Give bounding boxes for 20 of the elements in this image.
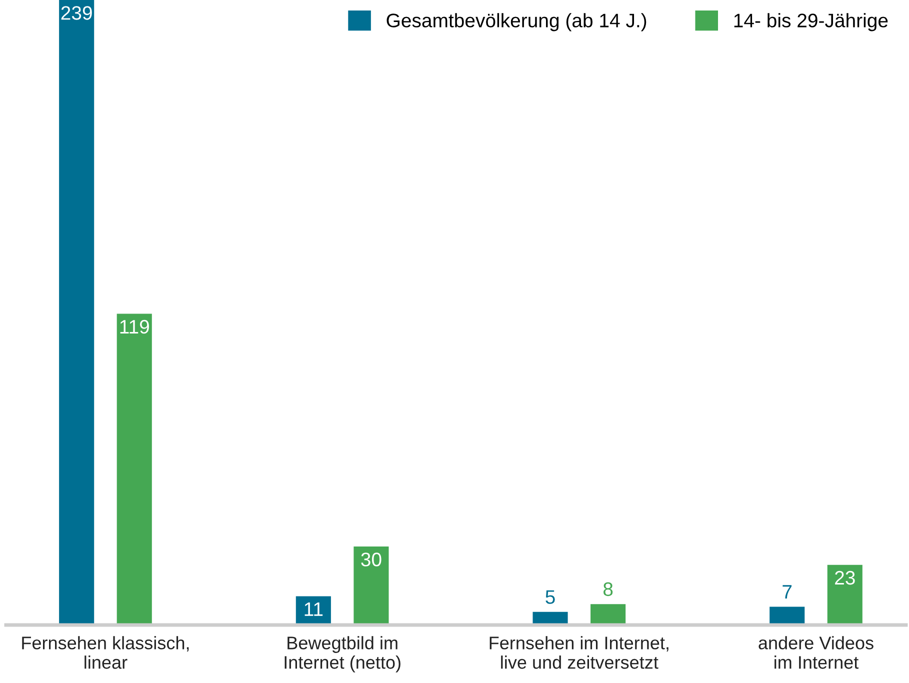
bar bbox=[770, 606, 805, 625]
data-label: 8 bbox=[603, 582, 613, 596]
data-label: 30 bbox=[361, 552, 382, 566]
data-label: 11 bbox=[304, 602, 323, 616]
bar bbox=[116, 314, 152, 625]
legend-label: Gesamtbevölkerung (ab 14 J.) bbox=[386, 13, 646, 32]
bar bbox=[590, 604, 626, 625]
data-label: 23 bbox=[835, 570, 855, 585]
x-tick-label: Fernsehen klassisch, linear bbox=[22, 636, 189, 669]
x-tick-label: Bewegtbild im Internet (netto) bbox=[284, 636, 400, 672]
legend-label: 14- bis 29-Jährige bbox=[734, 13, 888, 32]
bar bbox=[354, 546, 389, 625]
x-tick-label: andere Videos im Internet bbox=[758, 636, 874, 669]
data-label: 119 bbox=[120, 320, 149, 334]
data-label: 7 bbox=[782, 585, 792, 598]
x-tick-label: Fernsehen im Internet, live und zeitversetzt bbox=[490, 636, 668, 669]
data-label: 5 bbox=[546, 590, 555, 604]
data-label: 239 bbox=[61, 6, 92, 20]
bar bbox=[59, 0, 94, 625]
bar bbox=[827, 564, 862, 625]
